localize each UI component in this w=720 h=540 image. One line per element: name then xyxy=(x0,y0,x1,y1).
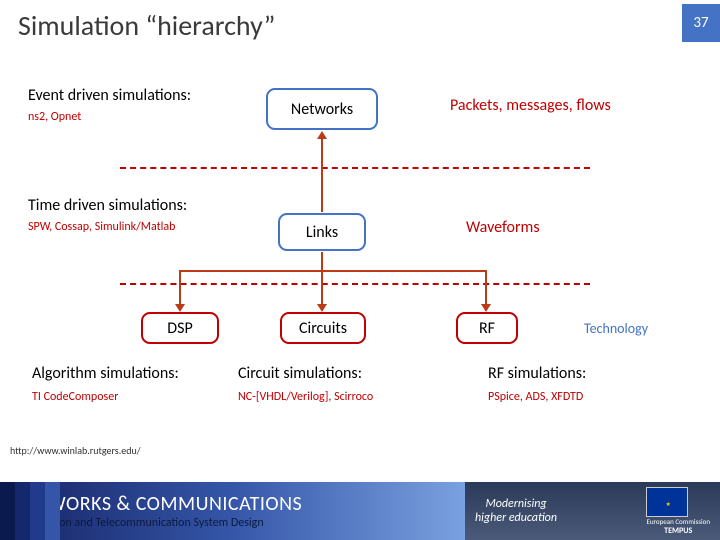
arrow-hbar xyxy=(179,270,487,272)
section-sub-event: ns2, Opnet xyxy=(28,110,81,124)
footer-left: NETWORKS & COMMUNICATIONS Information an… xyxy=(0,482,465,540)
page-title: Simulation “hierarchy” xyxy=(18,8,275,43)
arrowhead-circuits xyxy=(317,304,327,312)
program-label: TEMPUS xyxy=(646,526,710,536)
node-networks: Networks xyxy=(266,88,378,130)
section-title-algo: Algorithm simulations: xyxy=(32,364,179,383)
node-dsp: DSP xyxy=(141,312,219,344)
section-title-time: Time driven simulations: xyxy=(28,196,187,215)
arrowhead-rf xyxy=(481,304,491,312)
tagline-1: Modernising xyxy=(475,497,557,511)
arrow-to-dsp xyxy=(179,270,181,306)
arrow-links-networks xyxy=(321,138,323,212)
tagline-2: higher education xyxy=(475,511,557,525)
node-circuits: Circuits xyxy=(280,312,366,344)
arrowhead-dsp xyxy=(175,304,185,312)
footer-right: Modernising higher education European Co… xyxy=(465,482,720,540)
eu-caption: European Commission xyxy=(646,517,710,526)
divider-2 xyxy=(120,283,590,285)
footer-tagline: Modernising higher education xyxy=(475,497,557,526)
eu-flag-icon xyxy=(646,487,688,517)
section-title-event: Event driven simulations: xyxy=(28,86,191,105)
arrow-to-rf xyxy=(485,270,487,306)
section-sub-time: SPW, Cossap, Simulink/Matlab xyxy=(28,220,176,234)
arrow-to-circuits xyxy=(321,270,323,306)
node-links: Links xyxy=(278,213,366,251)
footer-dept: Information and Telecommunication System… xyxy=(14,516,465,530)
page-number-badge: 37 xyxy=(682,4,720,42)
arrow-stub-down xyxy=(321,252,323,272)
section-title-circ: Circuit simulations: xyxy=(238,364,362,383)
footer: NETWORKS & COMMUNICATIONS Information an… xyxy=(0,482,720,540)
desc-event: Packets, messages, flows xyxy=(450,96,611,115)
divider-1 xyxy=(120,167,590,169)
desc-time: Waveforms xyxy=(466,218,540,237)
section-title-rf: RF simulations: xyxy=(488,364,586,383)
section-sub-algo: TI CodeComposer xyxy=(32,390,118,404)
footer-org: NETWORKS & COMMUNICATIONS xyxy=(14,492,465,516)
section-sub-circ: NC-[VHDL/Verilog], Scirroco xyxy=(238,390,373,404)
label-technology: Technology xyxy=(584,320,648,337)
source-url: http://www.winlab.rutgers.edu/ xyxy=(10,444,141,457)
section-sub-rf: PSpice, ADS, XFDTD xyxy=(488,390,583,404)
node-rf: RF xyxy=(456,312,518,344)
